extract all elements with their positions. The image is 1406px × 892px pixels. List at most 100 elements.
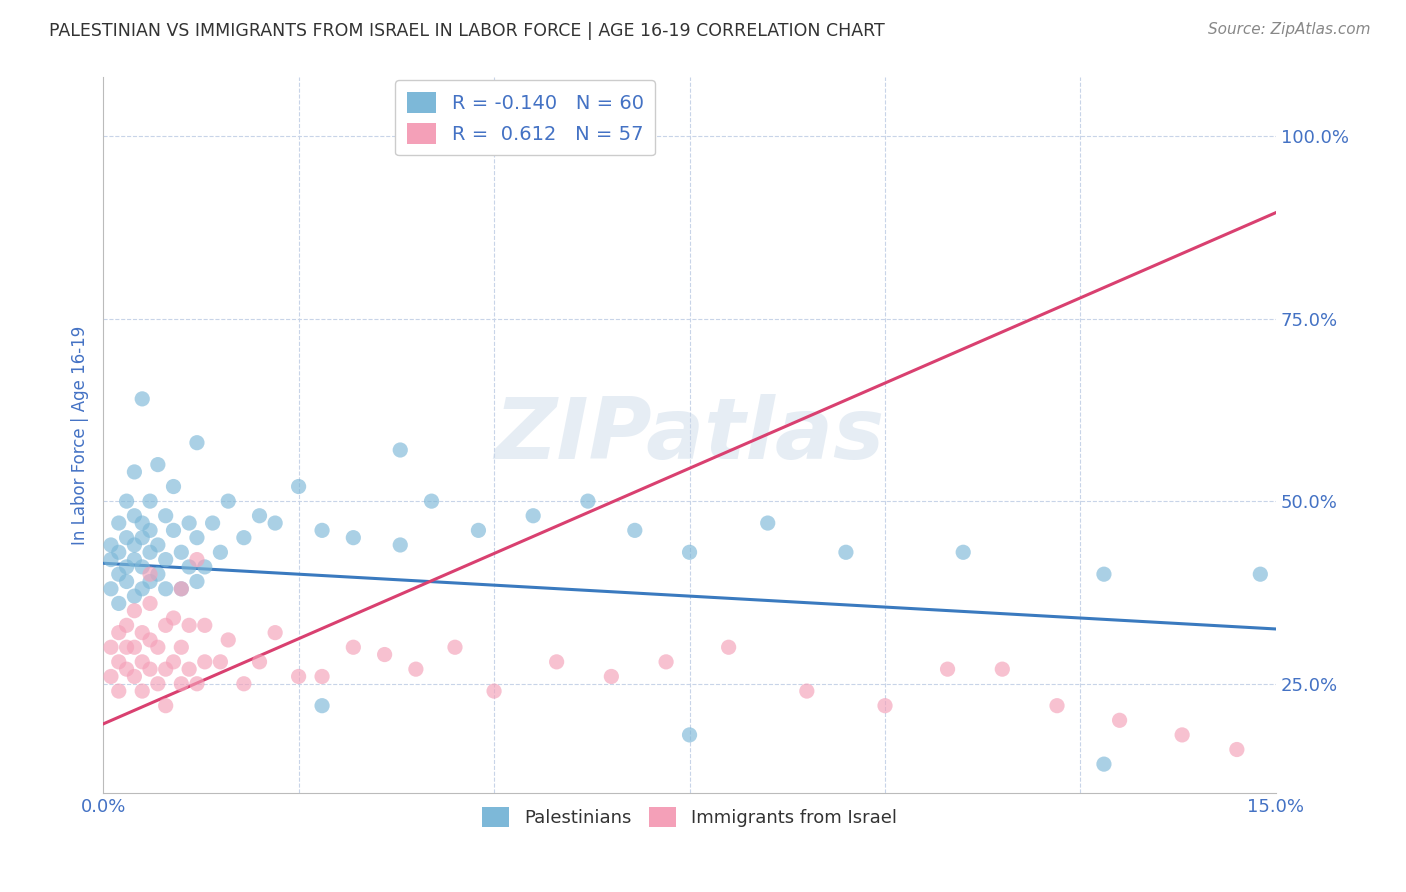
Point [107,567,129,582]
Point [100,538,122,552]
Point [717,640,740,655]
Point [115,618,138,632]
Point [131,531,153,545]
Point [1171,728,1194,742]
Point [107,596,129,610]
Point [146,640,169,655]
Point [139,596,162,610]
Point [249,508,271,523]
Point [100,582,122,596]
Point [162,524,184,538]
Point [139,662,162,676]
Point [186,435,208,450]
Point [155,698,177,713]
Point [186,574,208,589]
Point [264,625,287,640]
Point [139,524,162,538]
Point [311,698,333,713]
Point [170,640,193,655]
Point [232,531,254,545]
Point [131,625,153,640]
Text: ZIPatlas: ZIPatlas [495,394,884,477]
Point [217,494,239,508]
Point [576,494,599,508]
Point [107,684,129,698]
Point [678,545,700,559]
Point [389,538,412,552]
Point [115,574,138,589]
Point [139,574,162,589]
Point [139,494,162,508]
Point [124,538,146,552]
Point [107,516,129,530]
Point [131,560,153,574]
Point [194,655,217,669]
Point [131,655,153,669]
Point [1046,698,1069,713]
Point [107,625,129,640]
Point [264,516,287,530]
Point [131,684,153,698]
Point [405,662,427,676]
Point [179,662,201,676]
Point [287,669,309,683]
Point [162,655,184,669]
Point [482,684,505,698]
Point [170,582,193,596]
Point [146,677,169,691]
Point [249,655,271,669]
Point [170,545,193,559]
Point [162,611,184,625]
Point [756,516,779,530]
Point [444,640,467,655]
Point [186,552,208,566]
Point [287,479,309,493]
Point [342,640,364,655]
Point [124,589,146,603]
Point [342,531,364,545]
Point [107,655,129,669]
Point [100,552,122,566]
Point [146,458,169,472]
Point [311,669,333,683]
Point [217,632,239,647]
Point [170,677,193,691]
Point [131,392,153,406]
Text: Source: ZipAtlas.com: Source: ZipAtlas.com [1208,22,1371,37]
Point [179,516,201,530]
Point [952,545,974,559]
Point [232,677,254,691]
Point [600,669,623,683]
Point [179,618,201,632]
Point [209,545,232,559]
Point [124,508,146,523]
Point [209,655,232,669]
Point [100,669,122,683]
Point [201,516,224,530]
Point [146,567,169,582]
Point [1092,567,1115,582]
Point [155,508,177,523]
Point [991,662,1014,676]
Point [374,648,396,662]
Text: PALESTINIAN VS IMMIGRANTS FROM ISRAEL IN LABOR FORCE | AGE 16-19 CORRELATION CHA: PALESTINIAN VS IMMIGRANTS FROM ISRAEL IN… [49,22,884,40]
Point [155,618,177,632]
Point [194,618,217,632]
Point [179,560,201,574]
Point [936,662,959,676]
Legend: Palestinians, Immigrants from Israel: Palestinians, Immigrants from Israel [475,800,904,834]
Point [678,728,700,742]
Point [1226,742,1249,756]
Point [467,524,489,538]
Point [115,531,138,545]
Point [139,567,162,582]
Point [124,465,146,479]
Point [194,560,217,574]
Point [796,684,818,698]
Point [115,640,138,655]
Point [155,582,177,596]
Point [873,698,896,713]
Point [146,538,169,552]
Point [420,494,443,508]
Point [655,655,678,669]
